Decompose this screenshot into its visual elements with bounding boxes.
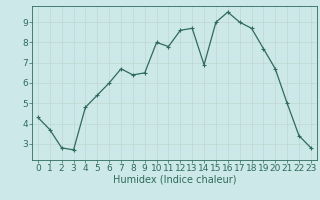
X-axis label: Humidex (Indice chaleur): Humidex (Indice chaleur) xyxy=(113,175,236,185)
